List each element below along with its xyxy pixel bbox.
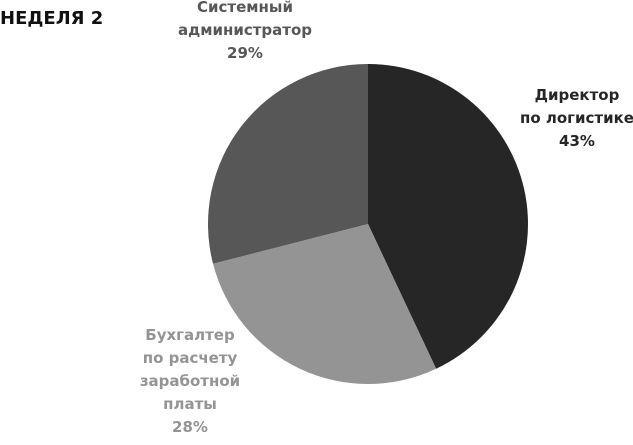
label-line: заработной xyxy=(140,372,240,390)
label-line: по логистике xyxy=(520,109,633,127)
label-line: администратор xyxy=(178,21,312,39)
slice-label: Директор по логистике xyxy=(520,86,633,127)
label-line: Бухгалтер xyxy=(145,326,235,344)
slice-label: Бухгалтер по расчету заработной платы xyxy=(140,326,240,413)
chart-title: НЕДЕЛЯ 2 xyxy=(0,8,103,29)
value-label: 28% xyxy=(172,418,208,436)
label-line: по расчету xyxy=(143,349,238,367)
value-label: 29% xyxy=(227,44,263,62)
pie-slice xyxy=(208,64,368,264)
pie-slice xyxy=(368,64,529,369)
pie-slice xyxy=(213,224,437,384)
label-line: Системный xyxy=(197,0,293,16)
label-line: платы xyxy=(163,395,217,413)
value-label: 43% xyxy=(559,132,595,150)
slice-label: Системный администратор xyxy=(178,0,312,39)
label-line: Директор xyxy=(535,86,620,104)
